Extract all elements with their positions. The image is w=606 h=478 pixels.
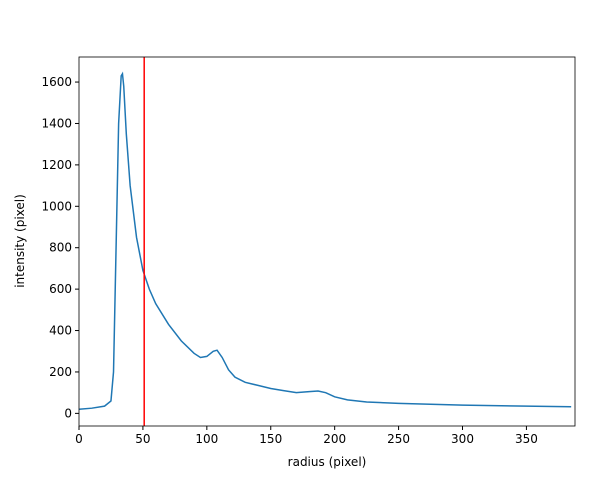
- x-tick-label: 100: [195, 432, 218, 446]
- x-tick-label: 200: [323, 432, 346, 446]
- y-tick-label: 400: [49, 324, 72, 338]
- y-tick-label: 600: [49, 282, 72, 296]
- y-tick-label: 1400: [41, 116, 72, 130]
- y-tick-label: 0: [64, 406, 72, 420]
- x-tick-label: 150: [259, 432, 282, 446]
- x-axis-label: radius (pixel): [288, 455, 367, 469]
- y-axis-label: intensity (pixel): [13, 194, 27, 288]
- y-tick-label: 1200: [41, 158, 72, 172]
- y-tick-label: 800: [49, 241, 72, 255]
- x-tick-label: 250: [387, 432, 410, 446]
- x-tick-label: 350: [515, 432, 538, 446]
- x-tick-label: 300: [451, 432, 474, 446]
- line-series: [78, 71, 572, 410]
- y-tick-label: 1000: [41, 199, 72, 213]
- x-tick-label: 50: [135, 432, 150, 446]
- y-tick-label: 1600: [41, 75, 72, 89]
- plot-frame: [78, 56, 576, 427]
- x-tick-label: 0: [75, 432, 83, 446]
- y-tick-label: 200: [49, 365, 72, 379]
